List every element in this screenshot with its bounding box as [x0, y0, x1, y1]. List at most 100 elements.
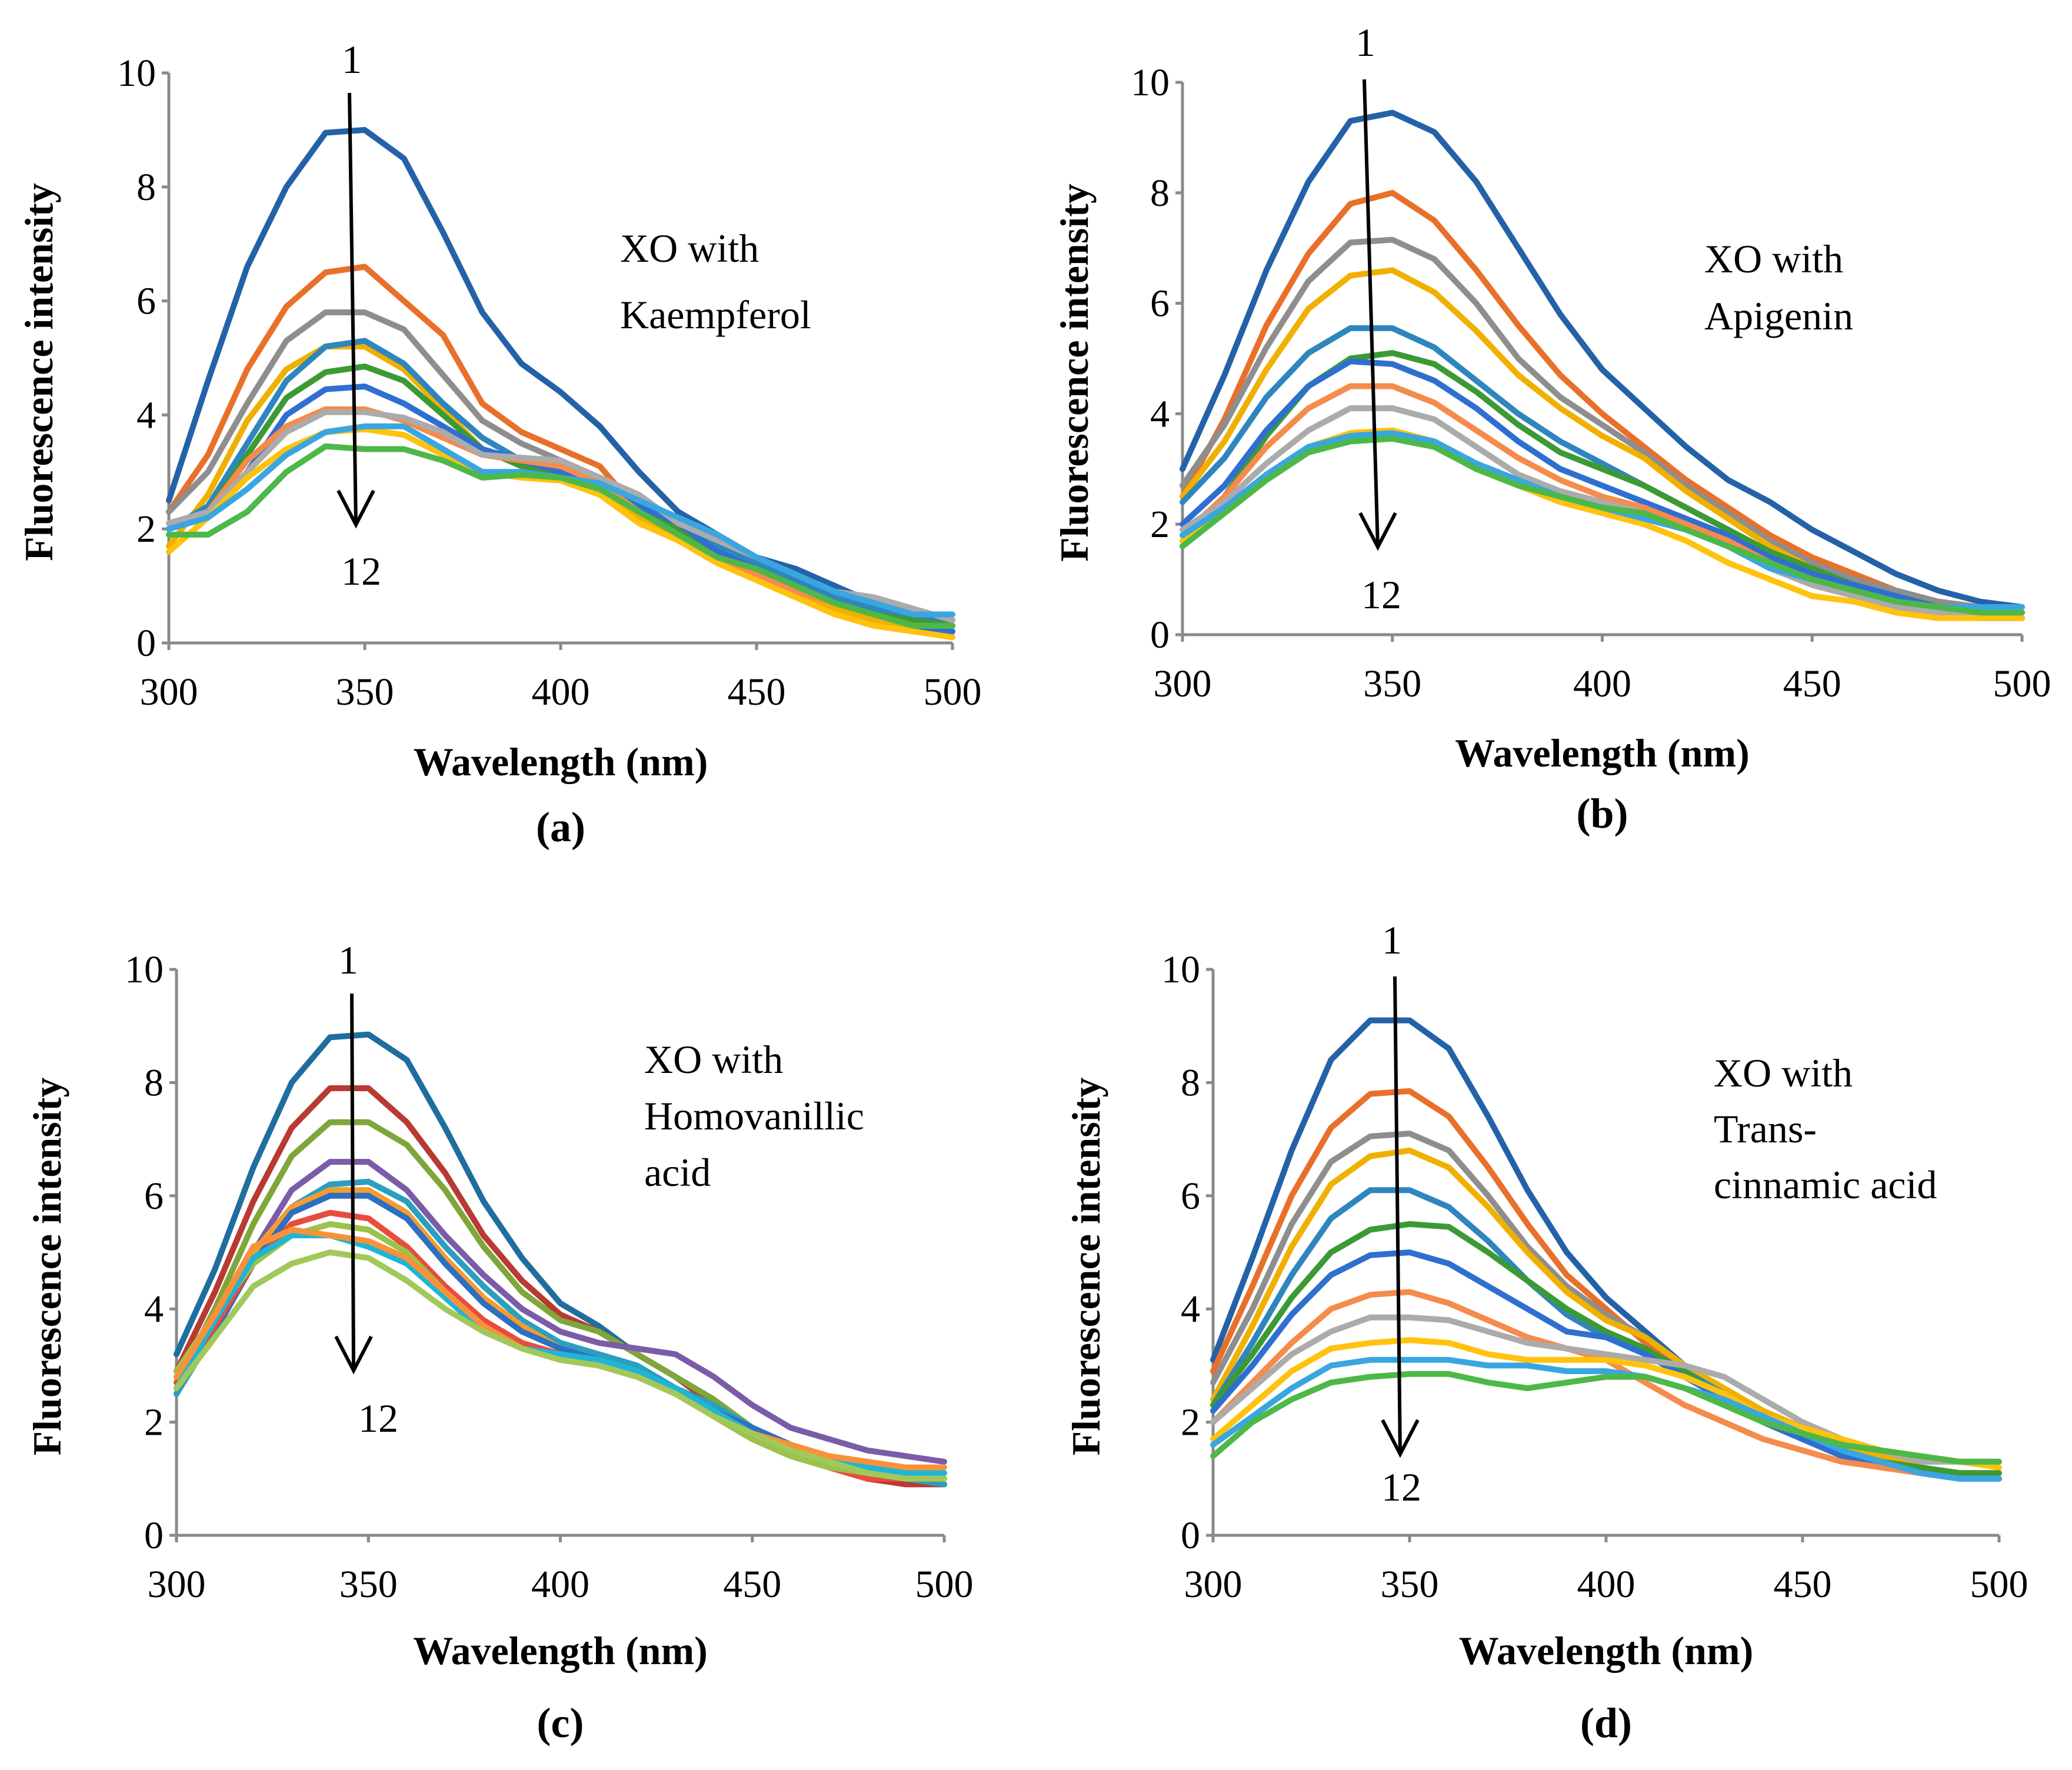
arrow-start-label: 1	[342, 37, 362, 82]
annotation-line: Apigenin	[1704, 294, 1853, 338]
arrow-head-icon	[1381, 1419, 1420, 1458]
x-tick-label: 350	[339, 1563, 398, 1606]
x-axis-title: Wavelength (nm)	[1455, 731, 1750, 775]
series-line-12	[174, 1249, 947, 1482]
y-tick-label: 2	[1150, 503, 1170, 546]
panel-a: 0 2 4 6 8 10 300 350 400 450 500 Wavelength (nm) Flu…	[16, 37, 982, 851]
series-line-12	[1210, 1371, 2002, 1465]
series-line-1	[166, 126, 955, 629]
annotation-line: XO with	[1714, 1051, 1853, 1095]
y-tick-label: 8	[1181, 1061, 1200, 1104]
y-tick-label: 10	[125, 948, 164, 991]
y-tick-label: 4	[144, 1288, 164, 1331]
y-axis-title: Fluorescence intensity	[25, 1078, 69, 1456]
series-line-9	[1180, 405, 2025, 621]
x-axis-title: Wavelength (nm)	[1459, 1628, 1754, 1673]
x-tick-label: 400	[532, 671, 590, 714]
y-tick-label: 0	[1150, 614, 1170, 656]
series-line-3	[1180, 236, 2025, 616]
x-axis-title: Wavelength (nm)	[414, 739, 708, 784]
arrow-start-label: 1	[1355, 20, 1375, 65]
series-line-2	[1210, 1088, 2002, 1482]
y-axis-title: Fluorescence intensity	[16, 183, 61, 561]
trend-arrow	[350, 993, 355, 1371]
y-tick-label: 0	[144, 1514, 164, 1557]
x-tick-label: 300	[1184, 1563, 1242, 1606]
annotation-line: acid	[644, 1150, 711, 1195]
x-tick-label: 500	[915, 1563, 974, 1606]
series-line-7	[1180, 358, 2025, 616]
y-tick-label: 2	[1181, 1401, 1200, 1444]
y-axis-title: Fluorescence intensity	[1052, 184, 1097, 562]
arrow-head-icon	[334, 1335, 373, 1375]
series-line-4	[174, 1159, 947, 1465]
arrow-end-label: 12	[1361, 572, 1401, 617]
y-tick-label: 10	[1131, 61, 1170, 104]
panel-c: 0 2 4 6 8 10 300 350 400 450 500 Wavelength (nm) Flu…	[25, 938, 974, 1746]
annotation-line: cinnamic acid	[1714, 1162, 1937, 1207]
panel-d: 0 2 4 6 8 10 300 350 400 450 500 Wavelength (nm) Flu…	[1064, 918, 2028, 1746]
series-line-2	[174, 1085, 947, 1488]
y-tick-label: 0	[136, 622, 156, 665]
series-line-4	[1210, 1147, 2002, 1476]
panel-label: (c)	[537, 1699, 584, 1746]
arrow-head-icon	[337, 489, 375, 529]
y-tick-label: 4	[1150, 392, 1170, 435]
arrow-end-label: 12	[358, 1396, 398, 1441]
y-tick-label: 4	[136, 394, 156, 436]
panel-label: (b)	[1577, 790, 1628, 837]
trend-arrow	[348, 92, 358, 525]
x-axis-title: Wavelength (nm)	[413, 1628, 708, 1673]
x-tick-label: 350	[336, 671, 394, 714]
annotation-line: Kaempferol	[620, 292, 811, 337]
x-tick-label: 500	[1970, 1563, 2028, 1606]
annotation-line: XO with	[620, 226, 759, 271]
x-tick-label: 400	[1577, 1563, 1635, 1606]
series-line-12	[1180, 435, 2025, 616]
annotation-line: Homovanillic	[644, 1094, 864, 1138]
x-tick-label: 450	[723, 1563, 781, 1606]
x-tick-label: 450	[728, 671, 786, 714]
arrow-start-label: 1	[1382, 918, 1402, 962]
x-tick-label: 300	[140, 671, 198, 714]
y-tick-label: 8	[1150, 172, 1170, 215]
y-tick-label: 0	[1181, 1514, 1200, 1557]
x-tick-label: 500	[1993, 662, 2051, 705]
annotation-line: Trans-	[1714, 1106, 1817, 1151]
series-line-11	[1210, 1356, 2002, 1482]
y-tick-label: 8	[136, 166, 156, 209]
y-tick-label: 6	[136, 280, 156, 323]
y-tick-label: 8	[144, 1061, 164, 1104]
x-tick-label: 500	[924, 671, 982, 714]
y-axis-title: Fluorescence intensity	[1064, 1078, 1108, 1456]
x-tick-label: 450	[1783, 662, 1841, 705]
y-tick-label: 6	[1181, 1175, 1200, 1218]
y-tick-label: 6	[144, 1175, 164, 1218]
x-tick-label: 300	[1154, 662, 1212, 705]
series-line-1	[1180, 109, 2025, 610]
panel-label: (d)	[1580, 1699, 1632, 1746]
arrow-end-label: 12	[341, 549, 381, 594]
y-tick-label: 2	[136, 508, 156, 551]
annotation-line: XO with	[1704, 236, 1843, 281]
y-tick-label: 2	[144, 1401, 164, 1444]
series-line-12	[166, 443, 955, 629]
series-line-11	[1180, 430, 2025, 610]
y-tick-label: 4	[1181, 1288, 1200, 1331]
series-line-2	[1180, 189, 2025, 616]
x-tick-label: 400	[1573, 662, 1631, 705]
x-tick-label: 300	[148, 1563, 206, 1606]
x-tick-label: 350	[1363, 662, 1421, 705]
arrow-start-label: 1	[338, 938, 358, 982]
x-tick-label: 350	[1381, 1563, 1439, 1606]
panel-label: (a)	[536, 804, 585, 851]
panel-b: 0 2 4 6 8 10 300 350 400 450 500 Wavelength (nm) Flu…	[1052, 20, 2051, 837]
trend-arrow	[1393, 976, 1402, 1455]
arrow-end-label: 12	[1381, 1465, 1421, 1509]
arrow-head-icon	[1358, 512, 1397, 551]
x-tick-label: 450	[1774, 1563, 1832, 1606]
x-tick-label: 400	[531, 1563, 589, 1606]
trend-arrow	[1363, 79, 1380, 548]
y-tick-label: 10	[1161, 948, 1200, 991]
